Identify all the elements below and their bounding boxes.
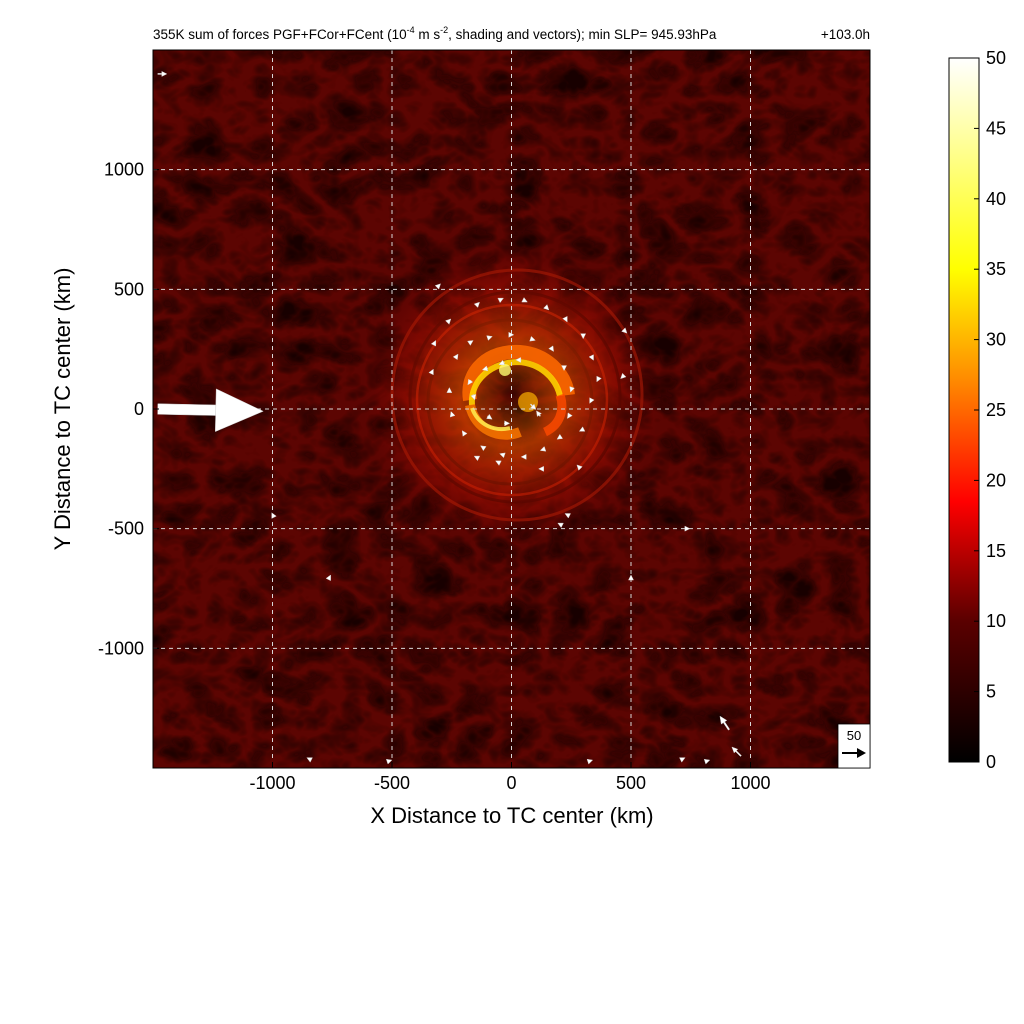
- force-vector: [385, 758, 393, 765]
- force-vector: [684, 525, 691, 532]
- reference-vector-label: 50: [847, 728, 861, 743]
- force-vector: [588, 354, 594, 361]
- colorbar-tick-label: 10: [986, 611, 1006, 631]
- force-vector: [497, 297, 504, 304]
- force-vector: [499, 452, 506, 459]
- force-vector: [529, 403, 537, 410]
- x-tick-label: -500: [374, 773, 410, 793]
- colorbar-tick-label: 50: [986, 48, 1006, 68]
- y-tick-label: 0: [134, 399, 144, 419]
- plot-area: [153, 50, 870, 768]
- force-vector: [428, 368, 434, 376]
- force-vector: [679, 757, 686, 763]
- force-vector: [731, 746, 742, 757]
- force-vector: [569, 386, 575, 393]
- colorbar-tick-label: 0: [986, 752, 996, 772]
- force-vector: [561, 365, 567, 372]
- force-vector: [589, 397, 595, 404]
- force-vector: [562, 315, 568, 323]
- force-vector: [449, 410, 456, 418]
- colorbar-tick-label: 20: [986, 470, 1006, 490]
- x-tick-label: 1000: [730, 773, 770, 793]
- force-vector: [557, 522, 564, 529]
- force-vector: [498, 359, 506, 366]
- colorbar-tick-label: 5: [986, 682, 996, 702]
- chart-title: 355K sum of forces PGF+FCor+FCent (10-4 …: [153, 25, 717, 42]
- force-vector: [719, 715, 731, 731]
- force-vector: [470, 394, 477, 401]
- force-vector: [495, 460, 502, 466]
- x-axis-label: X Distance to TC center (km): [370, 803, 653, 828]
- y-axis: 1000 500 0 -500 -1000: [98, 160, 159, 658]
- force-vector: [481, 365, 489, 372]
- force-vector: [515, 357, 522, 363]
- colorbar-tick-label: 35: [986, 259, 1006, 279]
- force-vector: [548, 345, 554, 352]
- force-vector: [467, 340, 474, 346]
- force-vector: [567, 412, 573, 419]
- storm-core: [462, 344, 575, 440]
- force-vector: [473, 455, 481, 462]
- x-axis: -1000 -500 0 500 1000: [249, 762, 771, 793]
- force-vector: [576, 464, 583, 471]
- reference-vector-key: 50: [837, 723, 871, 769]
- force-vector: [504, 420, 511, 427]
- force-vector: [564, 513, 571, 519]
- force-vector: [580, 333, 587, 340]
- force-vector: [703, 758, 711, 765]
- y-tick-label: -1000: [98, 638, 144, 658]
- force-vector: [529, 335, 536, 342]
- force-vector: [325, 574, 331, 582]
- force-vector: [521, 297, 528, 303]
- force-vector: [543, 304, 550, 311]
- time-label: +103.0h: [821, 27, 870, 42]
- force-vector: [461, 430, 468, 437]
- x-tick-label: 0: [506, 773, 516, 793]
- colorbar-tick-label: 15: [986, 541, 1006, 561]
- force-vector: [434, 283, 441, 290]
- reference-vector-arrow: [842, 748, 866, 758]
- y-tick-label: -500: [108, 519, 144, 539]
- x-tick-label: 500: [616, 773, 646, 793]
- force-vector: [538, 465, 544, 472]
- force-vector: [271, 512, 277, 519]
- force-vector: [556, 433, 564, 440]
- y-axis-label: Y Distance to TC center (km): [50, 268, 75, 551]
- x-tick-label: -1000: [249, 773, 295, 793]
- force-vector: [446, 387, 453, 393]
- force-vector: [452, 353, 459, 361]
- colorbar-tick-label: 30: [986, 330, 1006, 350]
- force-vector: [486, 413, 493, 420]
- force-vector: [520, 453, 527, 460]
- force-vector: [596, 375, 602, 383]
- force-vector: [157, 71, 168, 77]
- force-vector: [536, 410, 542, 417]
- colorbar-tick-label: 45: [986, 118, 1006, 138]
- y-tick-label: 500: [114, 279, 144, 299]
- force-vector: [486, 335, 493, 341]
- force-vector: [539, 446, 547, 452]
- force-vector: [508, 331, 515, 338]
- colorbar-ticks: 0 5 10 15 20 25 30 35 40 45 50: [974, 48, 1006, 772]
- force-vector: [473, 301, 480, 308]
- force-vector: [621, 327, 628, 334]
- force-vector: [480, 445, 487, 452]
- force-vector: [620, 372, 627, 380]
- force-vector: [430, 339, 437, 347]
- force-vector: [586, 758, 594, 765]
- force-vector: [467, 378, 474, 386]
- force-vector: [157, 388, 264, 432]
- vector-field: [157, 71, 742, 765]
- force-vector: [306, 757, 313, 763]
- force-vector: [578, 426, 586, 432]
- colorbar-tick-label: 40: [986, 189, 1006, 209]
- colorbar-tick-label: 25: [986, 400, 1006, 420]
- colorbar: 0 5 10 15 20 25 30 35 40 45 50: [948, 48, 1006, 772]
- force-vector: [628, 574, 634, 581]
- y-tick-label: 1000: [104, 160, 144, 180]
- force-vector: [445, 318, 452, 325]
